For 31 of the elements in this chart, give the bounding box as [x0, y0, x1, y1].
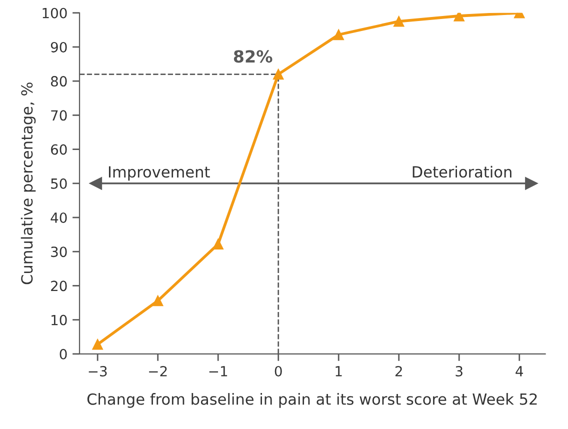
y-tick-label: 20 — [51, 280, 67, 292]
y-tick-label: 60 — [51, 144, 67, 155]
y-axis-title: Cumulative percentage, % — [20, 82, 36, 284]
annotation: Deterioration — [412, 166, 512, 178]
x-tick-label: −2 — [149, 366, 167, 376]
y-tick-label: 100 — [42, 8, 67, 18]
x-tick-label: 4 — [516, 366, 524, 376]
point — [272, 68, 284, 80]
x-tick-label: 3 — [456, 366, 462, 376]
x-tick-label: 0 — [274, 366, 282, 376]
point — [152, 295, 164, 306]
y-tick-label: 90 — [50, 42, 67, 52]
x-tick-label: −3 — [88, 366, 107, 376]
point — [92, 338, 103, 350]
point — [393, 16, 404, 27]
data-label: 82% — [234, 50, 272, 63]
y-tick-label: 80 — [50, 76, 67, 87]
x-tick-label: 1 — [336, 366, 342, 376]
y-tick-label: 40 — [50, 212, 67, 223]
annotation: Improvement — [108, 166, 210, 181]
x-tick-label: 2 — [395, 366, 402, 376]
y-tick-label: 70 — [51, 110, 67, 121]
y-tick-label: 0 — [60, 348, 67, 360]
x-axis-title: Change from baseline in pain at its worst score at Week 52 — [87, 393, 537, 408]
y-tick-label: 10 — [52, 314, 67, 326]
point — [212, 238, 224, 250]
point — [454, 12, 464, 22]
y-tick-label: 30 — [51, 246, 67, 258]
y-tick-label: 50 — [51, 178, 67, 189]
x-tick-label: −1 — [209, 366, 228, 376]
point — [333, 29, 344, 40]
